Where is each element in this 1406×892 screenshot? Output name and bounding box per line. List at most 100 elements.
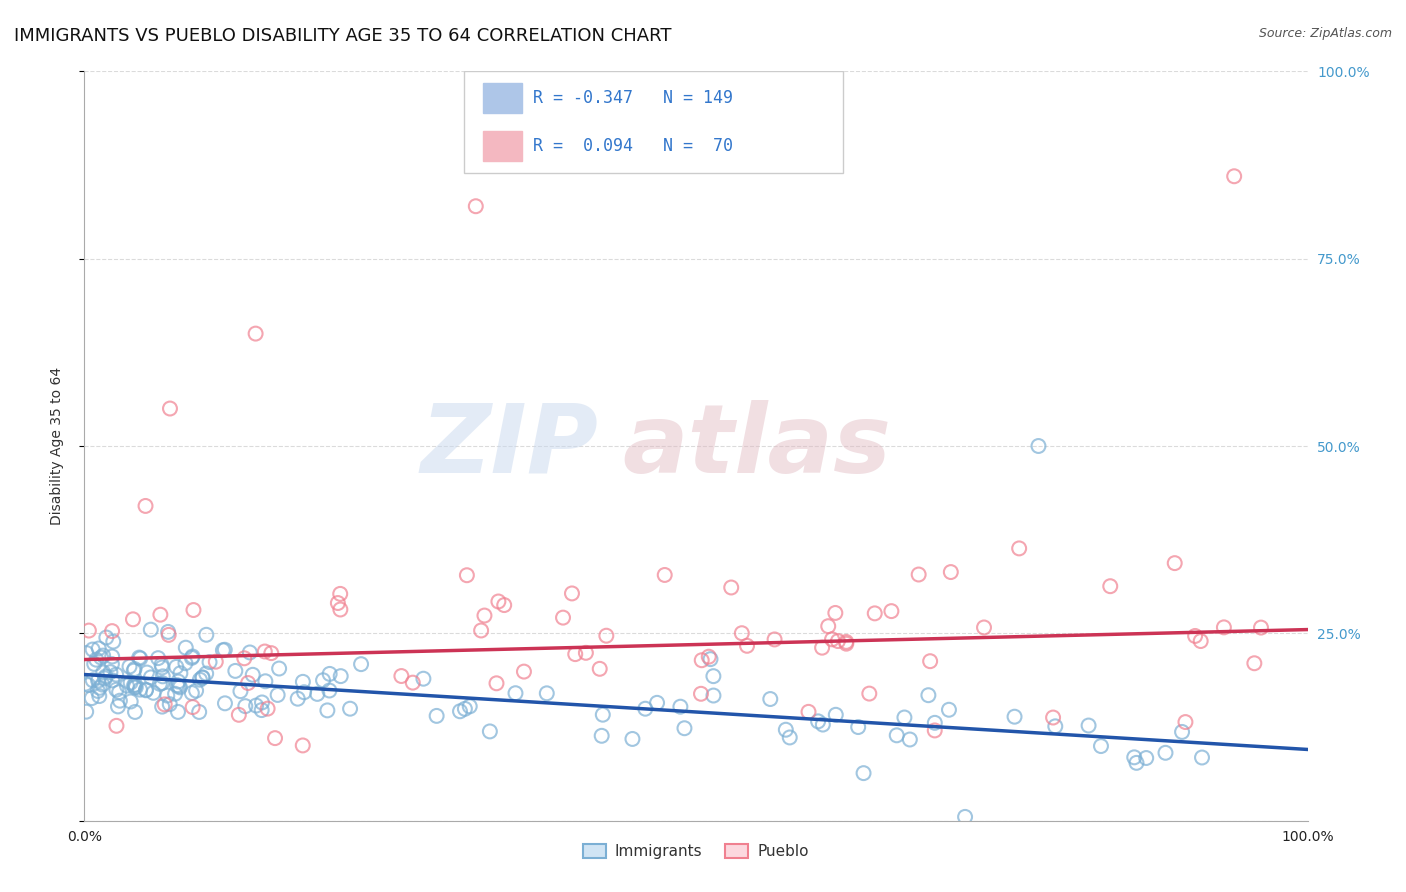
Point <box>924 723 946 738</box>
Point <box>124 705 146 719</box>
Point <box>1004 709 1026 723</box>
Point <box>139 670 162 684</box>
Point <box>105 682 128 697</box>
Point <box>242 667 264 681</box>
Point <box>149 677 172 691</box>
Point <box>89 681 111 695</box>
Point <box>77 624 100 638</box>
Point <box>118 659 141 673</box>
FancyBboxPatch shape <box>484 83 522 113</box>
Text: ZIP: ZIP <box>420 400 598 492</box>
Point <box>266 688 288 702</box>
Point <box>150 657 173 672</box>
Point <box>312 673 335 688</box>
Point <box>673 721 696 735</box>
Text: R =  0.094   N =  70: R = 0.094 N = 70 <box>533 136 734 154</box>
Point <box>180 686 202 700</box>
Point <box>852 766 875 780</box>
Point <box>167 705 190 719</box>
Point <box>139 623 162 637</box>
Point <box>426 709 449 723</box>
Point <box>699 652 721 666</box>
Point <box>165 687 187 701</box>
Point <box>253 644 276 658</box>
Point <box>87 641 110 656</box>
Point <box>250 703 273 717</box>
Point <box>456 568 478 582</box>
Point <box>1191 750 1213 764</box>
Point <box>494 598 516 612</box>
Point <box>720 581 742 595</box>
Point <box>458 699 481 714</box>
Text: R = -0.347   N = 149: R = -0.347 N = 149 <box>533 89 734 107</box>
Point <box>797 705 820 719</box>
Point <box>101 657 124 671</box>
Point <box>236 676 259 690</box>
Point <box>690 687 713 701</box>
Point <box>329 669 352 683</box>
Point <box>188 705 211 719</box>
Point <box>389 669 412 683</box>
Point <box>260 646 283 660</box>
Point <box>291 674 314 689</box>
Point <box>575 646 598 660</box>
Point <box>84 653 107 667</box>
Point <box>105 719 128 733</box>
Point <box>564 647 586 661</box>
Point <box>87 673 110 688</box>
Point <box>470 624 492 638</box>
Point <box>702 689 724 703</box>
FancyBboxPatch shape <box>464 71 842 172</box>
Point <box>973 620 995 634</box>
Point <box>924 715 946 730</box>
Point <box>763 632 786 647</box>
Point <box>1184 629 1206 643</box>
Point <box>953 810 976 824</box>
Point <box>181 700 204 714</box>
Point <box>291 739 314 753</box>
Point <box>886 728 908 742</box>
Point <box>149 607 172 622</box>
Point <box>128 650 150 665</box>
Point <box>318 666 340 681</box>
Point <box>105 667 128 681</box>
Point <box>122 664 145 678</box>
Text: Source: ZipAtlas.com: Source: ZipAtlas.com <box>1258 27 1392 40</box>
Point <box>142 686 165 700</box>
Point <box>91 678 114 692</box>
Point <box>174 640 197 655</box>
Point <box>89 689 111 703</box>
Point <box>124 678 146 692</box>
Point <box>94 669 117 683</box>
Point <box>125 680 148 694</box>
Point <box>129 651 152 665</box>
Point <box>835 637 858 651</box>
Point <box>329 587 352 601</box>
Point <box>316 703 339 717</box>
Point <box>350 657 373 672</box>
Point <box>735 639 758 653</box>
Point <box>917 688 939 702</box>
Point <box>1164 556 1187 570</box>
Point <box>835 635 858 649</box>
Point <box>224 664 246 678</box>
Point <box>1077 718 1099 732</box>
Point <box>821 632 844 647</box>
Point <box>449 704 471 718</box>
Point <box>858 687 880 701</box>
Point <box>180 651 202 665</box>
Point <box>233 651 256 665</box>
Point <box>75 705 97 719</box>
Point <box>153 698 176 712</box>
Point <box>551 610 574 624</box>
Point <box>505 686 527 700</box>
Point <box>634 702 657 716</box>
Text: atlas: atlas <box>623 400 891 492</box>
Point <box>135 499 157 513</box>
Point <box>1243 657 1265 671</box>
Point <box>486 594 509 608</box>
Point <box>188 673 211 687</box>
Point <box>82 673 104 688</box>
Point <box>589 662 612 676</box>
Point <box>159 401 181 416</box>
